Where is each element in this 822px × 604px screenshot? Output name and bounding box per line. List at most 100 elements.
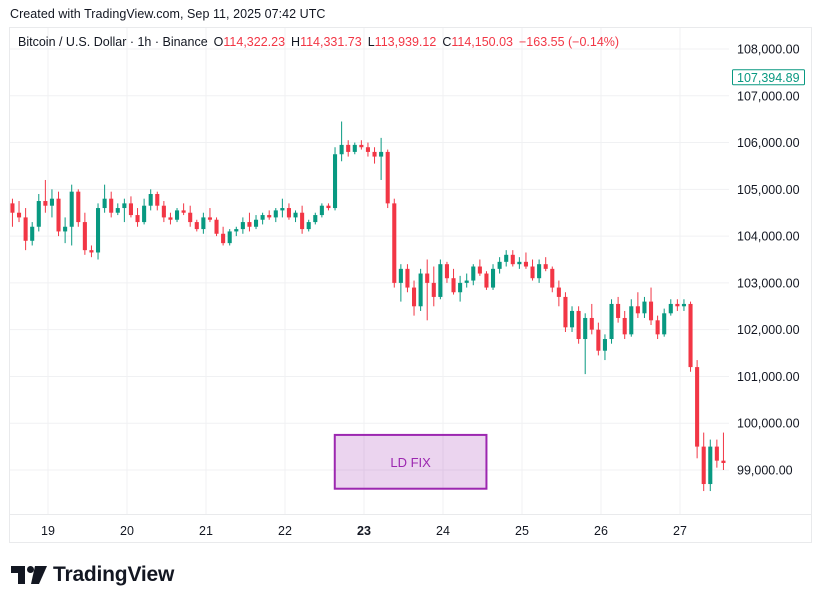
- candle-up: [609, 299, 614, 344]
- candle-up: [115, 203, 120, 216]
- time-axis-label: 24: [436, 524, 450, 538]
- candle-up: [227, 229, 232, 246]
- candle-down: [43, 179, 48, 213]
- price-axis-label: 101,000.00: [737, 370, 800, 384]
- candle-down: [695, 360, 700, 459]
- candle-down: [523, 252, 528, 269]
- candle-up: [293, 210, 298, 223]
- candle-up: [102, 184, 107, 213]
- candle-up: [537, 259, 542, 283]
- price-axis-label: 106,000.00: [737, 136, 800, 150]
- ld-fix-label: LD FIX: [390, 455, 431, 470]
- candle-down: [675, 299, 680, 311]
- change-value: −163.55 (−0.14%): [518, 35, 620, 49]
- symbol-title[interactable]: Bitcoin / U.S. Dollar · 1h · Binance: [18, 35, 208, 49]
- candle-up: [306, 219, 311, 232]
- time-axis-label: 26: [594, 524, 608, 538]
- current-price-tag: [732, 69, 805, 86]
- chart-frame: [9, 27, 812, 543]
- candle-down: [267, 210, 272, 220]
- price-axis-label: 103,000.00: [737, 276, 800, 290]
- candle-up: [253, 215, 259, 230]
- created-with-caption: Created with TradingView.com, Sep 11, 20…: [10, 7, 326, 21]
- candle-up: [471, 264, 476, 286]
- candle-down: [530, 259, 535, 281]
- candle-down: [411, 280, 417, 316]
- close-label: C: [442, 35, 452, 49]
- candle-up: [273, 208, 278, 223]
- candle-up: [517, 257, 522, 269]
- time-axis-label: 23: [357, 524, 371, 538]
- candle-down: [326, 203, 331, 211]
- high-label: H: [291, 35, 301, 49]
- candle-up: [69, 184, 74, 246]
- candle-up: [49, 189, 54, 218]
- candle-up: [332, 147, 338, 211]
- price-axis-label: 107,000.00: [737, 89, 800, 103]
- candle-up: [629, 299, 634, 337]
- candle-up: [642, 296, 647, 318]
- candle-up: [569, 306, 575, 333]
- candle-down: [616, 296, 621, 323]
- price-axis-label: 108,000.00: [737, 43, 800, 57]
- candle-up: [681, 299, 686, 311]
- candle-down: [635, 292, 640, 318]
- candle-up: [260, 212, 265, 225]
- candle-down: [23, 208, 28, 251]
- candle-down: [688, 301, 693, 372]
- candle-down: [451, 268, 456, 295]
- candle-down: [181, 203, 186, 216]
- time-axis-label: 20: [120, 524, 134, 538]
- candle-down: [392, 198, 397, 288]
- price-axis-label: 104,000.00: [737, 230, 800, 244]
- price-axis-label: 105,000.00: [737, 183, 800, 197]
- ohlc-legend: Bitcoin / U.S. Dollar · 1h · Binance O 11…: [18, 35, 619, 49]
- candle-down: [714, 439, 719, 468]
- candle-down: [576, 306, 581, 344]
- ld-fix-rectangle[interactable]: [333, 433, 488, 490]
- candle-down: [286, 203, 291, 220]
- current-price-label: 107,394.89: [737, 71, 800, 85]
- tradingview-logo: TradingView: [11, 563, 174, 587]
- candle-down: [444, 261, 449, 283]
- low-label: L: [367, 35, 375, 49]
- candle-down: [721, 432, 726, 470]
- candle-up: [668, 299, 673, 316]
- candle-down: [359, 140, 364, 150]
- candle-down: [372, 147, 377, 164]
- candle-down: [648, 287, 654, 325]
- candle-up: [504, 250, 509, 267]
- candle-down: [550, 266, 555, 293]
- candle-up: [95, 203, 101, 260]
- candle-down: [563, 292, 568, 333]
- candle-up: [319, 203, 324, 218]
- close-value: 114,150.03: [451, 35, 513, 49]
- candle-up: [240, 217, 245, 234]
- tradingview-logo-icon: [11, 566, 47, 584]
- low-value: 113,939.12: [374, 35, 437, 49]
- price-axis-label: 99,000.00: [737, 464, 793, 478]
- time-axis-label: 21: [199, 524, 213, 538]
- candle-down: [89, 245, 94, 258]
- candle-down: [477, 259, 482, 276]
- candle-down: [194, 219, 199, 232]
- candle-up: [379, 137, 384, 180]
- candle-down: [214, 217, 219, 237]
- candle-up: [418, 268, 423, 311]
- candle-up: [490, 264, 496, 290]
- candle-up: [201, 212, 206, 234]
- candle-down: [365, 142, 370, 157]
- candle-up: [122, 198, 127, 223]
- candle-up: [602, 334, 607, 361]
- candle-down: [161, 201, 166, 223]
- candle-up: [708, 439, 713, 492]
- candle-down: [596, 322, 601, 356]
- candle-up: [464, 273, 469, 288]
- candle-down: [405, 264, 410, 293]
- candle-down: [56, 191, 61, 237]
- candle-down: [510, 250, 515, 267]
- candle-down: [484, 271, 489, 290]
- open-label: O: [213, 35, 224, 49]
- candle-down: [589, 303, 594, 335]
